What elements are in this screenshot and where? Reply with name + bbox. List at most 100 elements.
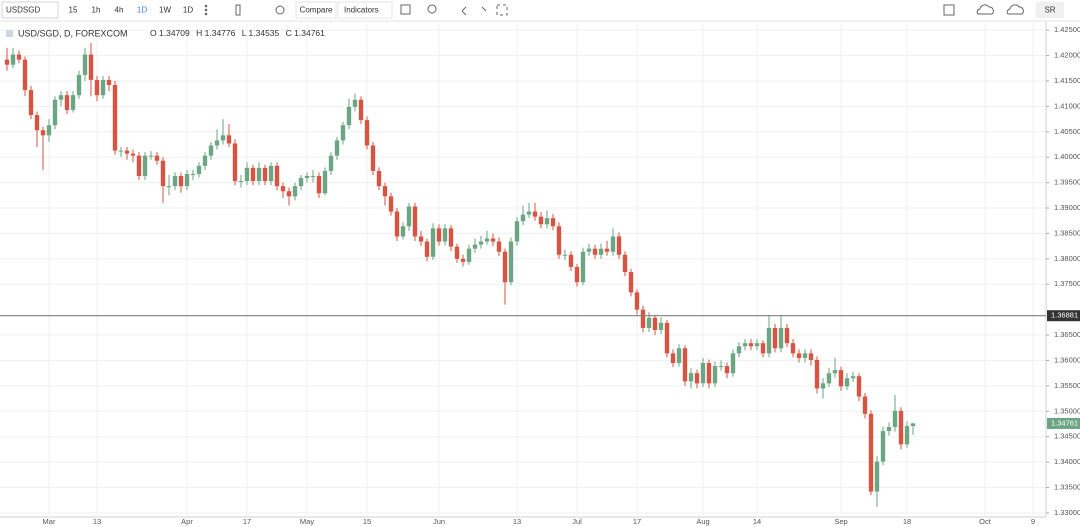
layout-icon[interactable] xyxy=(943,4,955,16)
x-tick-label: 17 xyxy=(633,517,641,526)
y-tick-label: 1.42500 xyxy=(1054,25,1080,34)
candle-body xyxy=(406,206,412,227)
x-tick-label: 13 xyxy=(93,517,101,526)
candle-body xyxy=(580,251,586,283)
more-icon[interactable] xyxy=(204,8,208,12)
candle-body xyxy=(472,244,478,249)
candle-body xyxy=(778,327,784,349)
candle-body xyxy=(340,125,346,141)
x-tick-label: 13 xyxy=(513,517,521,526)
candle-body xyxy=(160,160,166,187)
candle-body xyxy=(688,373,694,382)
candle-body xyxy=(238,181,244,183)
candle-body xyxy=(364,120,370,146)
interval[interactable]: 1W xyxy=(159,6,171,15)
candle-body xyxy=(514,221,520,242)
y-tick-label: 1.39500 xyxy=(1054,178,1080,187)
candle-body xyxy=(298,178,304,187)
candle-body xyxy=(556,226,562,255)
bulb-icon[interactable] xyxy=(427,4,437,14)
indicators-button[interactable] xyxy=(337,1,393,19)
candle-body xyxy=(886,427,892,432)
y-tick-label: 1.41000 xyxy=(1054,101,1080,110)
candle-body xyxy=(460,258,466,262)
candle-body xyxy=(16,54,22,60)
candle-body xyxy=(334,140,340,156)
user-label[interactable]: SR xyxy=(1044,6,1055,15)
candle-body xyxy=(610,236,616,252)
candle-body xyxy=(466,248,472,262)
candle-body xyxy=(724,366,730,374)
candle-body xyxy=(208,145,214,156)
more-icon[interactable] xyxy=(204,4,208,8)
compare-button[interactable] xyxy=(295,1,337,19)
interval[interactable]: 1h xyxy=(92,6,101,15)
y-tick-label: 1.33500 xyxy=(1054,483,1080,492)
candle-body xyxy=(154,155,160,161)
x-tick-label: 15 xyxy=(363,517,371,526)
ohlc-label: O xyxy=(150,28,157,38)
candle-body xyxy=(844,378,850,387)
interval-active[interactable]: 1D xyxy=(137,6,147,15)
candle-body xyxy=(388,196,394,212)
symbol-box[interactable] xyxy=(1,1,59,19)
ohlc-values: O 1.34709 H 1.34776 L 1.34535 C 1.34761 xyxy=(150,28,325,38)
undo-icon[interactable] xyxy=(461,6,467,16)
candle-body xyxy=(256,167,262,182)
x-tick-label: 9 xyxy=(1031,517,1035,526)
compare-label[interactable]: Compare xyxy=(300,6,333,15)
y-tick-label: 1.36500 xyxy=(1054,330,1080,339)
candle-body xyxy=(622,254,628,273)
candle-body xyxy=(658,322,664,330)
candle-body xyxy=(214,140,220,146)
candle-body xyxy=(862,396,868,414)
candle-body xyxy=(148,155,154,157)
y-tick-label: 1.34500 xyxy=(1054,432,1080,441)
x-tick-label: Sep xyxy=(834,517,847,526)
interval[interactable]: 4h xyxy=(115,6,124,15)
candle-body xyxy=(280,186,286,192)
x-tick-label: Mar xyxy=(43,517,56,526)
candle-body xyxy=(100,79,106,96)
candle-body xyxy=(370,145,376,171)
interval[interactable]: 1D xyxy=(183,6,193,15)
settings-icon[interactable] xyxy=(275,5,285,15)
candle-body xyxy=(532,211,538,217)
candle-body xyxy=(124,150,130,154)
candle-body xyxy=(10,54,16,65)
redo-icon[interactable] xyxy=(481,6,487,12)
indicators-label[interactable]: Indicators xyxy=(344,6,379,15)
user-button[interactable] xyxy=(1036,2,1064,18)
fullscreen-icon[interactable] xyxy=(496,4,508,16)
candle-body xyxy=(22,59,28,91)
cloud-icon[interactable] xyxy=(976,4,994,15)
alert-icon[interactable] xyxy=(400,4,411,15)
candle-body xyxy=(322,170,328,194)
interval[interactable]: 15 xyxy=(69,6,78,15)
candle-body xyxy=(808,353,814,360)
candle-body xyxy=(412,206,418,237)
last-price-tag xyxy=(1047,417,1080,429)
upload-icon[interactable] xyxy=(1006,4,1024,15)
candle-body xyxy=(706,363,712,384)
candle-body xyxy=(382,186,388,197)
candle-body xyxy=(874,461,880,492)
legend-header: USD/SGD, D, FOREXCOM O 1.34709 H 1.34776… xyxy=(6,28,325,38)
candle-body xyxy=(106,79,112,86)
candle-body xyxy=(562,254,568,256)
candle-body xyxy=(820,383,826,389)
candle-body xyxy=(910,423,916,427)
candle-body xyxy=(328,155,334,171)
symbol[interactable]: USDSGD xyxy=(6,6,40,15)
candle-body xyxy=(892,410,898,428)
candle-body xyxy=(184,173,190,187)
ohlc-label: C xyxy=(286,28,292,38)
candle-style-icon[interactable] xyxy=(235,4,241,16)
ohlc-value: 1.34709 xyxy=(159,28,190,38)
candle-body xyxy=(478,241,484,245)
candle-body xyxy=(346,106,352,126)
x-tick-label: 18 xyxy=(903,517,911,526)
y-tick-label: 1.39000 xyxy=(1054,203,1080,212)
more-icon[interactable] xyxy=(204,12,208,16)
